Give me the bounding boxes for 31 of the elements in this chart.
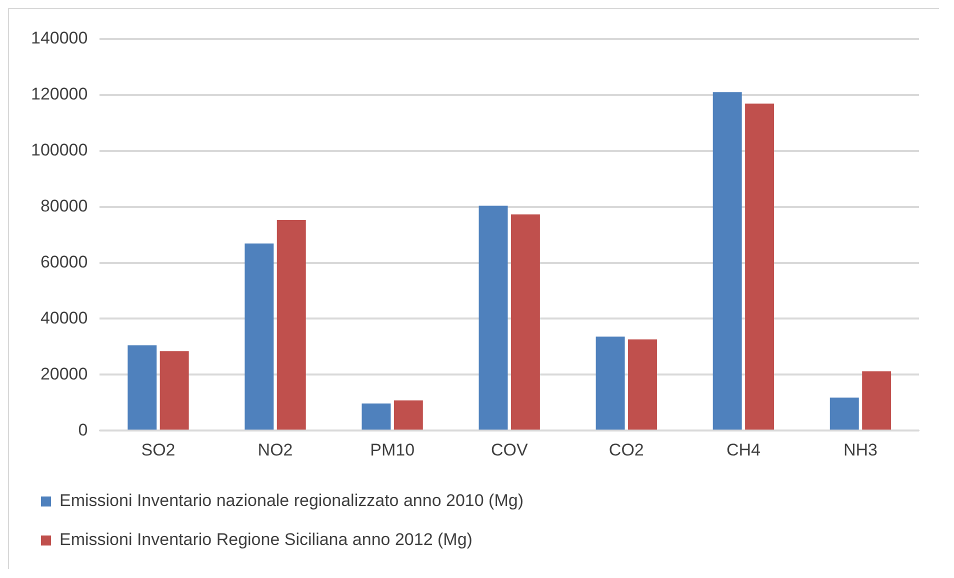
y-tick-label: 60000 xyxy=(40,252,88,272)
bar xyxy=(862,371,892,430)
bar xyxy=(830,398,859,430)
y-tick-label: 80000 xyxy=(40,196,88,216)
x-tick-label: PM10 xyxy=(370,440,415,460)
bar xyxy=(478,206,508,430)
x-tick-label: COV xyxy=(490,440,528,460)
y-tick-label: 140000 xyxy=(30,28,88,48)
bar xyxy=(276,220,306,430)
bar xyxy=(362,403,391,430)
y-tick-label: 40000 xyxy=(40,308,88,328)
bar xyxy=(510,214,540,430)
x-tick-label: CH4 xyxy=(726,440,760,460)
bar xyxy=(394,400,423,430)
x-tick-label: NO2 xyxy=(258,440,293,460)
legend-label: Emissioni Inventario nazionale regionalizzato anno 2010 (Mg) xyxy=(60,491,524,510)
bar xyxy=(128,345,157,430)
y-tick-label: 100000 xyxy=(30,140,88,160)
y-tick-label: 20000 xyxy=(40,364,88,384)
x-tick-label: SO2 xyxy=(141,440,176,460)
y-tick-label: 0 xyxy=(78,420,88,440)
legend-label: Emissioni Inventario Regione Siciliana anno 2012 (Mg) xyxy=(60,530,472,550)
bar xyxy=(160,351,189,430)
bar xyxy=(745,104,774,430)
bar xyxy=(596,336,625,430)
x-tick-label: NH3 xyxy=(843,440,878,460)
bar xyxy=(244,243,274,430)
bar xyxy=(628,339,657,430)
x-tick-label: CO2 xyxy=(608,440,644,460)
bar xyxy=(712,92,742,430)
y-tick-label: 120000 xyxy=(30,84,88,104)
